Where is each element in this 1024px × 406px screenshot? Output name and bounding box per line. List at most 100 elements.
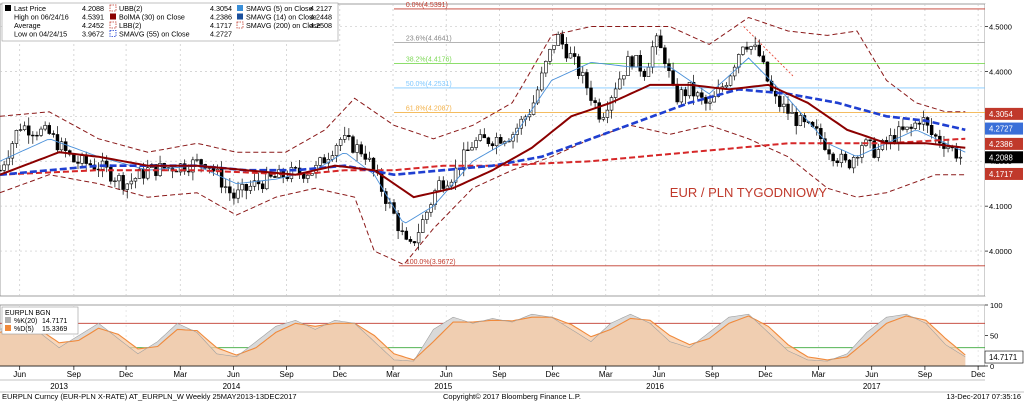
legend-right-marker xyxy=(236,21,244,29)
candle-up xyxy=(634,55,638,68)
footer-center: Copyright© 2017 Bloomberg Finance L.P. xyxy=(443,392,581,401)
candle-up xyxy=(548,49,552,62)
legend-mid-label: SMAVG (55) on Close xyxy=(119,30,190,39)
candlesticks xyxy=(0,29,963,251)
candle-up xyxy=(289,167,294,179)
candle-down xyxy=(929,124,934,135)
candle-up xyxy=(712,96,716,103)
candle-up xyxy=(749,46,753,50)
candle-up xyxy=(728,75,733,86)
x-year-label: 2014 xyxy=(223,382,241,391)
x-month-label: Mar xyxy=(386,370,400,379)
candle-down xyxy=(0,169,2,172)
candle-up xyxy=(494,137,499,147)
candle-up xyxy=(695,92,700,97)
candle-down xyxy=(76,161,80,164)
oscillator-ytick-label: 50 xyxy=(990,332,998,341)
candle-down xyxy=(109,166,113,182)
candle-up xyxy=(18,129,23,131)
candle-up xyxy=(617,78,622,90)
main-ytick-label: 4.0000 xyxy=(989,247,1012,256)
candle-up xyxy=(782,103,786,107)
bolma30-line xyxy=(0,83,966,199)
x-month-label: Jun xyxy=(227,370,240,379)
candle-down xyxy=(778,95,782,107)
candle-down xyxy=(351,136,355,153)
candle-down xyxy=(835,160,839,164)
candle-up xyxy=(22,125,27,131)
oscillator-value-text: 14.7171 xyxy=(989,353,1017,362)
candle-down xyxy=(187,170,191,173)
candle-down xyxy=(823,138,827,150)
candle-up xyxy=(958,156,963,159)
candle-up xyxy=(252,180,257,187)
footer-right: 13-Dec-2017 07:35:16 xyxy=(946,392,1021,401)
price-label-box xyxy=(985,107,1023,120)
x-year-label: 2017 xyxy=(863,382,881,391)
candle-down xyxy=(84,155,88,164)
candle-down xyxy=(745,46,749,50)
legend-left-label: High on 06/24/16 xyxy=(14,13,69,22)
candle-up xyxy=(737,54,741,68)
candle-down xyxy=(794,112,798,126)
candle-down xyxy=(909,126,913,129)
candle-down xyxy=(441,180,445,189)
candle-up xyxy=(946,146,950,149)
candle-up xyxy=(568,53,573,59)
candle-down xyxy=(322,157,326,164)
x-month-label: Mar xyxy=(812,370,826,379)
bollinger-lower-band xyxy=(0,124,966,266)
oscillator-legend-label: %K(20) xyxy=(14,318,37,325)
candle-up xyxy=(646,67,651,77)
legend-mid-marker xyxy=(109,4,117,12)
fibonacci-level-label: 23.6%(4.4641) xyxy=(406,36,452,43)
candle-up xyxy=(478,134,482,141)
bollinger-upper-band xyxy=(0,16,966,153)
chart-annotation: EUR / PLN TYGODNIOWY xyxy=(670,185,828,200)
candle-down xyxy=(35,134,39,137)
candle-down xyxy=(765,61,770,82)
legend-mid-marker xyxy=(109,30,117,37)
x-month-label: Dec xyxy=(333,370,347,379)
oscillator-legend-frame xyxy=(1,306,79,335)
candle-down xyxy=(683,89,688,97)
candle-down xyxy=(486,137,491,145)
fibonacci-level-label: 100.0%(3.9672) xyxy=(406,259,456,266)
price-label-text: 4.3054 xyxy=(989,110,1014,119)
x-month-label: Sep xyxy=(918,370,933,379)
candle-down xyxy=(597,102,601,120)
candle-down xyxy=(199,159,203,165)
candle-up xyxy=(133,178,138,182)
fibonacci-level-label: 61.8%(4.2087) xyxy=(406,105,452,112)
legend-right-marker xyxy=(237,13,243,20)
price-label-text: 4.2386 xyxy=(989,140,1013,149)
legend-mid-marker xyxy=(109,21,117,29)
candle-up xyxy=(318,157,322,166)
candle-down xyxy=(88,163,93,166)
price-label-text: 4.1717 xyxy=(989,170,1013,179)
candle-down xyxy=(31,134,35,137)
x-year-label: 2015 xyxy=(434,382,452,391)
candle-down xyxy=(700,92,704,98)
candle-down xyxy=(691,81,696,97)
oscillator-title: EURPLN BGN xyxy=(5,310,51,317)
candle-down xyxy=(72,154,76,163)
candle-up xyxy=(178,163,183,173)
candle-down xyxy=(371,157,376,171)
candle-down xyxy=(363,153,368,160)
candle-up xyxy=(654,35,659,48)
candle-down xyxy=(576,56,581,76)
candle-down xyxy=(917,122,922,125)
legend: Last Price 4.2088 High on 06/24/16 4.5391 Av… xyxy=(1,2,339,42)
candle-up xyxy=(453,167,458,183)
oscillator-value-box xyxy=(984,350,1024,364)
sma200-line xyxy=(0,137,966,176)
candle-down xyxy=(293,167,298,169)
candle-up xyxy=(687,81,692,97)
sma5-line xyxy=(0,57,966,224)
candle-down xyxy=(63,141,68,151)
candle-down xyxy=(482,134,487,139)
footer-left: EURPLN Curncy (EUR-PLN X-RATE) AT_EURPLN… xyxy=(2,392,297,401)
candle-up xyxy=(708,101,712,104)
candle-down xyxy=(589,87,593,101)
